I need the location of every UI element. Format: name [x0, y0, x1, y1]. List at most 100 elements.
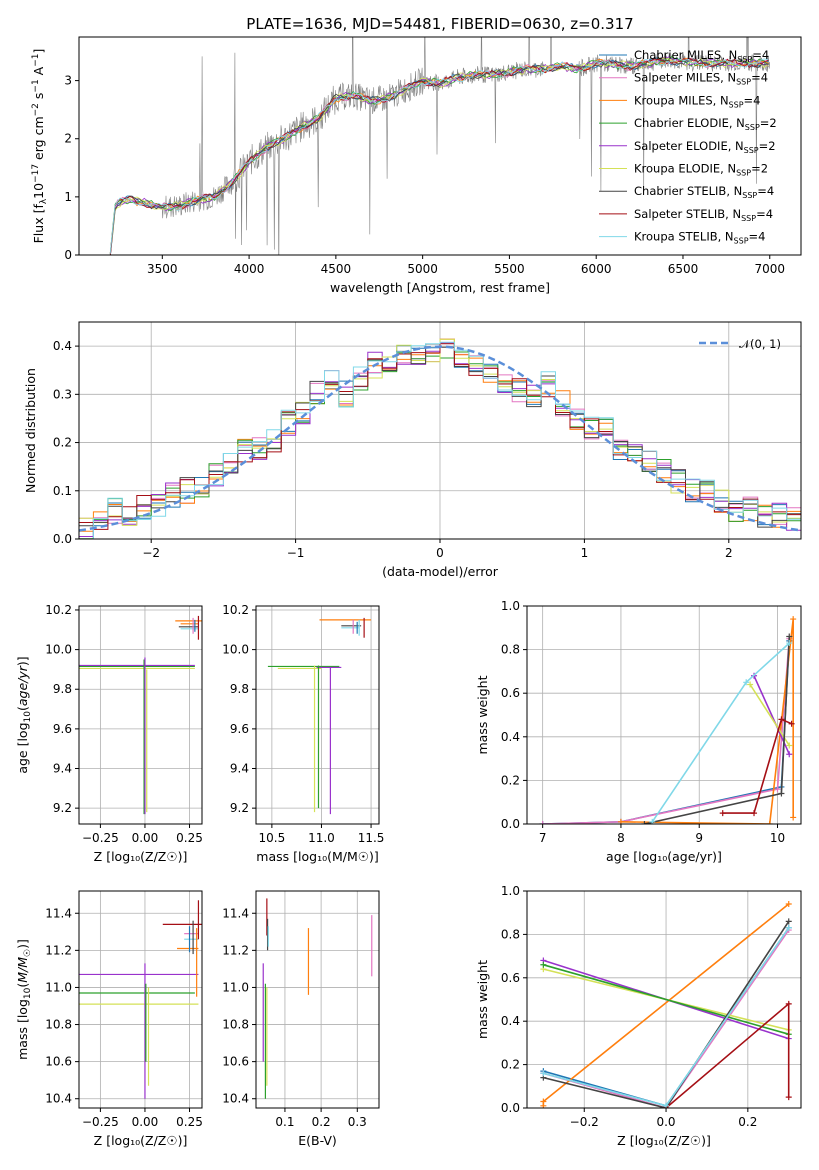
marker — [788, 720, 795, 727]
axes-frame — [78, 890, 203, 1109]
model-spectrum-line-9 — [109, 57, 769, 254]
x-tick-label: 0 — [436, 546, 444, 560]
x-tick-label: 7000 — [754, 262, 785, 276]
y-tick-label: 0.4 — [501, 730, 520, 744]
legend-entry: Chabrier ELODIE, NSSP=2 — [634, 116, 777, 132]
axes-frame — [78, 36, 802, 256]
legend-entry: 𝒩(0, 1) — [739, 337, 781, 351]
y-tick-label: 10.4 — [222, 1092, 249, 1106]
y-tick-label: 11.4 — [222, 906, 249, 920]
legend-entry: Salpeter ELODIE, NSSP=2 — [634, 139, 776, 155]
axes-frame — [78, 605, 203, 825]
x-tick-label: −0.25 — [82, 831, 119, 845]
legend-entry: Kroupa ELODIE, NSSP=2 — [634, 162, 768, 178]
y-axis-label: Normed distribution — [23, 368, 38, 493]
y-tick-label: 10.2 — [222, 603, 249, 617]
x-axis-label: (data-model)/error — [382, 564, 499, 579]
x-tick-label: 7 — [539, 831, 547, 845]
residual-histogram-8 — [79, 343, 801, 539]
series-line — [749, 684, 790, 746]
x-tick-label: 4000 — [234, 262, 265, 276]
y-tick-label: 0.0 — [501, 817, 520, 831]
x-tick-label: 0.25 — [176, 831, 203, 845]
marker — [747, 681, 754, 688]
marker — [540, 1070, 547, 1077]
panel-data — [79, 615, 202, 815]
marker — [790, 616, 797, 623]
x-tick-label: 11.0 — [308, 831, 335, 845]
x-axis-label: Z [log₁₀(Z/Z☉)] — [617, 1133, 711, 1148]
y-tick-label: 2 — [64, 132, 72, 146]
model-spectrum-line-5 — [109, 56, 770, 255]
marker — [786, 751, 793, 758]
legend-entry: Kroupa MILES, NSSP=4 — [634, 93, 760, 109]
x-tick-label: 8 — [617, 831, 625, 845]
spectrum-data — [109, 37, 770, 255]
x-tick-label: 0.00 — [132, 831, 159, 845]
series-line — [644, 636, 791, 824]
marker — [786, 640, 793, 647]
figure-title: PLATE=1636, MJD=54481, FIBERID=0630, z=0… — [246, 15, 633, 33]
panel-data — [540, 901, 792, 1108]
x-tick-label: 0.25 — [176, 1115, 203, 1129]
x-tick-label: 0.2 — [312, 1115, 331, 1129]
marker — [778, 790, 785, 797]
x-tick-label: −0.25 — [82, 1115, 119, 1129]
y-tick-label: 9.4 — [53, 762, 72, 776]
y-tick-label: 0.6 — [501, 686, 520, 700]
x-axis-label: age [log₁₀(age/yr)] — [606, 849, 722, 864]
marker — [785, 1000, 792, 1007]
frame-layer — [75, 36, 802, 1112]
series-line — [542, 640, 791, 824]
residual-data — [79, 338, 801, 539]
marker — [785, 924, 792, 931]
legend-entry: Chabrier MILES, NSSP=4 — [634, 48, 769, 64]
series-line — [722, 718, 792, 814]
x-tick-label: 10.5 — [259, 831, 286, 845]
x-axis-label: Z [log₁₀(Z/Z☉)] — [94, 1133, 188, 1148]
x-tick-label: −1 — [287, 546, 305, 560]
axes-frame — [255, 890, 380, 1109]
panel-data — [267, 617, 372, 815]
series-line — [543, 920, 790, 1108]
model-spectrum-line-4 — [109, 56, 769, 254]
y-axis-label: Flux [fλ10−17 erg cm−2 s−1 A−1] — [31, 49, 49, 244]
x-tick-label: 6500 — [668, 262, 699, 276]
model-spectrum-line-3 — [109, 57, 769, 254]
model-spectrum-line-1 — [110, 57, 769, 255]
y-tick-label: 11.0 — [222, 980, 249, 994]
panel-data — [79, 900, 202, 1099]
legend-entry: Kroupa STELIB, NSSP=4 — [634, 230, 765, 246]
x-tick-label: 0.0 — [656, 1115, 675, 1129]
x-tick-label: 0.1 — [275, 1115, 294, 1129]
y-tick-label: 11.2 — [45, 943, 72, 957]
y-tick-label: 0.2 — [53, 436, 72, 450]
y-tick-label: 0 — [64, 248, 72, 262]
y-tick-label: 0.2 — [501, 773, 520, 787]
model-spectrum-line-8 — [110, 57, 769, 255]
marker — [785, 918, 792, 925]
marker — [785, 1094, 792, 1101]
model-spectrum-line-2 — [110, 57, 769, 255]
residual-histogram-9 — [79, 341, 801, 539]
legend-entry: Chabrier STELIB, NSSP=4 — [634, 184, 774, 200]
x-axis-label: E(B-V) — [298, 1133, 337, 1148]
y-tick-label: 10.4 — [45, 1092, 72, 1106]
text-layer: 3500 4000 4500 5000 5500 6000 6500 7000 0 1 2 3 wave… — [15, 48, 785, 1148]
y-tick-label: 3 — [64, 74, 72, 88]
x-tick-label: 11.5 — [358, 831, 385, 845]
y-axis-label: mass weight — [475, 960, 490, 1039]
panel-data — [262, 898, 373, 1099]
y-tick-label: 9.6 — [230, 722, 249, 736]
marker — [641, 821, 648, 824]
y-tick-label: 11.4 — [45, 906, 72, 920]
gaussian-curve — [79, 345, 801, 532]
y-tick-label: 0.8 — [501, 927, 520, 941]
axes-frame — [526, 605, 802, 825]
data-layer — [79, 37, 801, 1108]
y-tick-label: 0.4 — [501, 1014, 520, 1028]
y-axis-label: mass [log10(M/M☉)] — [15, 939, 33, 1060]
marker — [786, 633, 793, 640]
x-tick-label: 5000 — [407, 262, 438, 276]
